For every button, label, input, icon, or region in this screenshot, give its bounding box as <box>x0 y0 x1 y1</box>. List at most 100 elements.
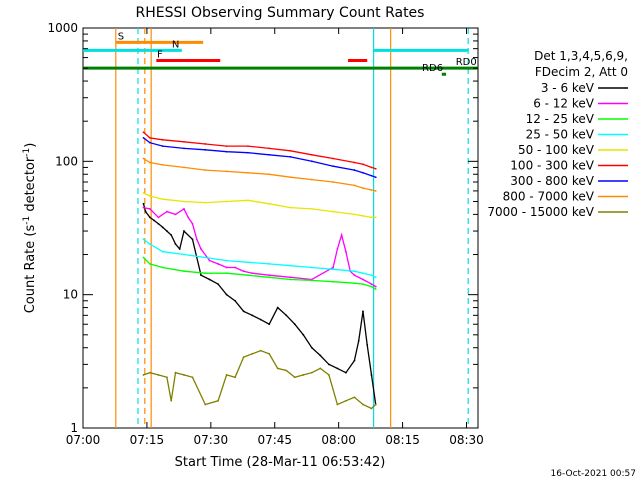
data-point-6-9 <box>310 160 313 163</box>
data-point-5-14 <box>374 167 377 170</box>
data-point-8-8 <box>204 403 207 406</box>
data-point-0-10 <box>183 230 185 232</box>
data-point-2-10 <box>332 280 335 283</box>
data-point-4-4 <box>204 201 207 204</box>
data-point-0-28 <box>336 367 339 370</box>
data-point-8-12 <box>242 356 245 359</box>
data-point-5-12 <box>362 163 364 166</box>
y-axis-label-main: Count Rate (s <box>23 225 38 314</box>
data-point-8-23 <box>336 403 339 406</box>
data-point-8-3 <box>166 376 168 379</box>
data-point-7-0 <box>142 157 145 160</box>
data-point-4-3 <box>183 200 185 203</box>
data-point-0-27 <box>327 363 330 366</box>
data-point-5-9 <box>310 153 313 156</box>
data-point-2-8 <box>289 278 292 281</box>
legend-label-2: 12 - 25 keV <box>526 112 595 126</box>
legend-header-1: Det 1,3,4,5,6,9, <box>534 49 628 63</box>
data-point-6-2 <box>161 145 164 148</box>
x-tick-label-4: 08:00 <box>321 433 356 447</box>
data-point-3-2 <box>161 250 164 253</box>
data-point-8-14 <box>259 349 262 352</box>
data-point-3-3 <box>183 253 185 256</box>
data-point-3-13 <box>370 274 373 277</box>
data-point-7-10 <box>332 181 335 183</box>
data-point-1-2 <box>157 216 160 219</box>
data-point-1-5 <box>183 207 185 210</box>
data-point-7-14 <box>374 190 377 192</box>
legend-label-5: 100 - 300 keV <box>510 159 594 173</box>
data-point-1-7 <box>191 222 194 225</box>
data-point-8-2 <box>157 374 160 376</box>
data-point-2-2 <box>161 266 164 269</box>
data-point-8-1 <box>148 371 151 374</box>
data-point-2-6 <box>247 274 249 277</box>
data-point-1-21 <box>340 234 343 236</box>
data-point-4-9 <box>310 207 313 210</box>
data-point-1-15 <box>251 272 254 275</box>
timestamp: 16-Oct-2021 00:57 <box>551 469 636 479</box>
data-point-6-1 <box>148 141 151 144</box>
data-point-0-9 <box>178 248 181 250</box>
flag-bars: S NF RD0 RD6 <box>83 31 478 76</box>
data-point-6-7 <box>268 153 271 156</box>
data-point-8-6 <box>183 374 185 376</box>
data-point-3-4 <box>204 256 207 259</box>
data-point-7-3 <box>183 166 185 169</box>
data-point-1-1 <box>148 207 151 210</box>
x-tick-label-0: 07:00 <box>66 433 101 447</box>
plot-area: S NF RD0 RD6 <box>82 27 479 429</box>
data-point-8-21 <box>319 367 322 370</box>
data-point-3-0 <box>142 238 145 241</box>
data-point-1-8 <box>195 238 198 241</box>
data-point-1-13 <box>234 266 237 269</box>
data-point-7-8 <box>289 176 292 179</box>
data-point-5-5 <box>225 145 228 148</box>
data-point-4-6 <box>247 199 249 202</box>
legend-label-3: 25 - 50 keV <box>526 128 595 142</box>
data-point-8-20 <box>310 371 313 374</box>
data-point-6-4 <box>204 148 207 151</box>
data-point-1-10 <box>208 259 211 262</box>
x-tick-label-6: 08:30 <box>449 433 484 447</box>
data-point-0-8 <box>174 243 177 245</box>
flag-label-1: N <box>172 39 179 50</box>
data-point-5-3 <box>183 140 185 143</box>
data-point-4-1 <box>148 195 151 197</box>
data-point-1-24 <box>353 274 356 277</box>
data-point-2-5 <box>225 272 228 275</box>
data-point-0-23 <box>293 323 296 326</box>
data-point-2-14 <box>374 288 377 291</box>
data-point-1-26 <box>370 283 373 286</box>
y-axis-label: Count Rate (s-1 detector-1) <box>22 143 38 314</box>
data-point-7-12 <box>362 187 364 189</box>
data-point-3-10 <box>332 268 335 271</box>
legend-label-1: 6 - 12 keV <box>533 97 595 111</box>
y-tick-label-1: 10 <box>63 288 78 302</box>
data-point-5-2 <box>161 138 164 141</box>
data-point-3-9 <box>310 266 313 269</box>
data-point-2-13 <box>370 285 373 288</box>
data-point-8-11 <box>234 376 237 379</box>
data-point-4-13 <box>370 216 373 219</box>
y-axis-label-mid: detector <box>23 156 38 216</box>
data-point-4-2 <box>161 198 164 201</box>
data-point-0-31 <box>357 340 360 342</box>
data-point-3-11 <box>353 270 356 273</box>
data-point-6-3 <box>183 147 185 150</box>
data-point-1-27 <box>374 285 377 288</box>
data-point-3-14 <box>374 276 377 279</box>
data-point-8-26 <box>362 403 364 406</box>
chart-title: RHESSI Observing Summary Count Rates <box>136 5 425 21</box>
series-line-0 <box>142 203 377 405</box>
data-point-2-11 <box>353 282 356 285</box>
data-point-5-0 <box>142 131 145 134</box>
data-point-2-12 <box>362 283 364 286</box>
data-point-3-7 <box>268 263 271 265</box>
data-point-1-12 <box>225 266 228 269</box>
data-point-3-12 <box>362 272 364 275</box>
data-point-0-6 <box>166 230 168 232</box>
data-point-0-34 <box>370 374 373 376</box>
data-point-2-4 <box>204 272 207 275</box>
